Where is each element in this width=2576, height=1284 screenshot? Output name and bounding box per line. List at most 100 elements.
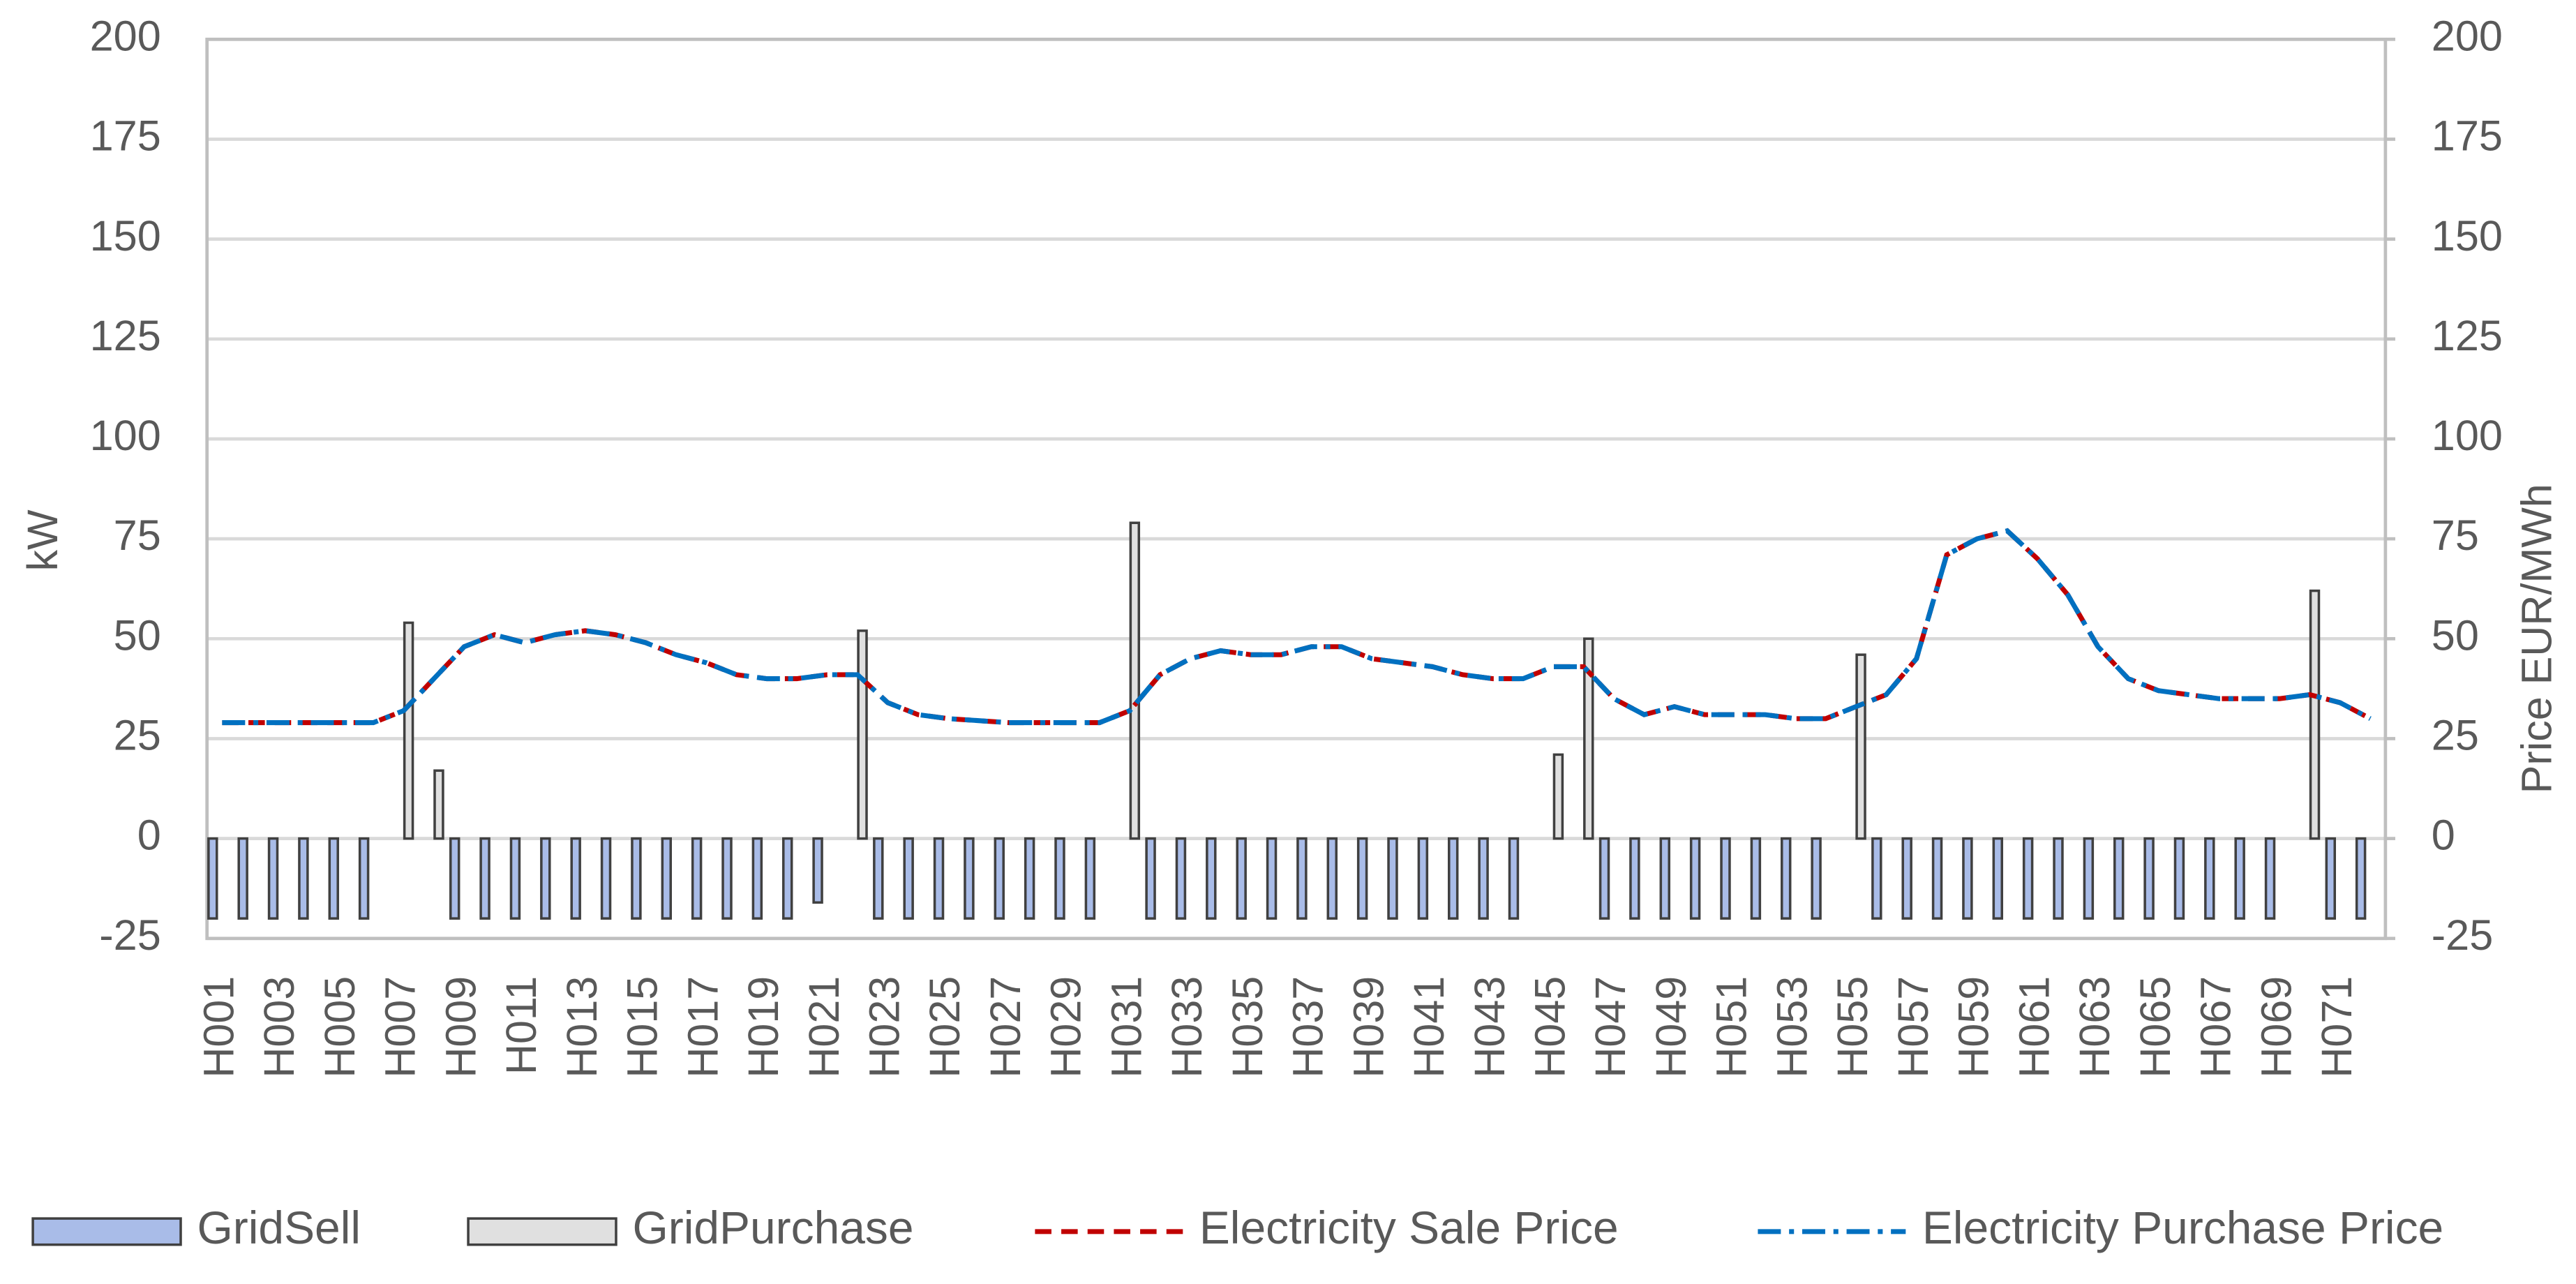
y2-tick-label: 50 [2432,612,2479,659]
bar [1689,837,1701,920]
bar [1326,837,1338,920]
x-tick-label: H021 [800,976,848,1078]
bar [570,837,581,920]
bar [1811,837,1822,920]
line-series [222,528,2372,726]
bar [237,837,248,920]
bar [1356,837,1368,920]
plot-border [205,37,2388,941]
bar [1236,837,1247,920]
bar [781,837,793,920]
bar [1129,521,1141,840]
bar [1145,837,1156,920]
bar [207,837,218,920]
bar [433,769,444,840]
bar [2264,837,2276,920]
x-tick-label: H041 [1405,976,1453,1078]
bar [1552,753,1564,840]
bar [1962,837,1973,920]
x-tick-label: H029 [1042,976,1090,1078]
y-tick-label: 100 [90,412,161,459]
y2-tick-label: -25 [2432,911,2493,959]
x-tick-label: H051 [1708,976,1755,1078]
y-axis-title: kW [19,509,66,571]
bar [1447,837,1459,920]
x-tick-label: H057 [1889,976,1937,1078]
x-tick-label: H003 [255,976,303,1078]
x-tick-label: H063 [2071,976,2118,1078]
bar [631,837,642,920]
bar [403,621,414,840]
bar [812,837,823,904]
x-tick-label: H013 [558,976,606,1078]
x-tick-label: H039 [1345,976,1392,1078]
x-tick-label: H071 [2313,976,2360,1078]
bar [751,837,763,920]
x-tick-label: H009 [437,976,484,1078]
bar [2204,837,2215,920]
legend-label: Electricity Purchase Price [1922,1202,2443,1253]
x-tick-label: H001 [195,976,242,1078]
x-tick-label: H007 [377,976,424,1078]
legend-label: GridPurchase [633,1202,914,1253]
y2-tick-label: 0 [2432,812,2455,859]
y2-axis-title: Price EUR/MWh [2513,484,2560,793]
x-tick-label: H059 [1950,976,1998,1078]
bar [1175,837,1187,920]
bar [903,837,914,920]
y2-tick-label: 25 [2432,712,2479,759]
y-tick-label: 75 [114,512,161,559]
bar [994,837,1005,920]
x-tick-label: H067 [2192,976,2239,1078]
legend-label: GridSell [197,1202,361,1253]
bar [2143,837,2155,920]
x-tick-label: H027 [982,976,1029,1078]
y-tick-label: 50 [114,612,161,659]
bar [933,837,945,920]
y2-tick-label: 200 [2432,13,2503,60]
bar [661,837,672,920]
x-tick-label: H033 [1163,976,1211,1078]
line-series [222,528,2372,726]
x-tick-label: H011 [497,976,545,1075]
x-tick-label: H035 [1224,976,1271,1078]
x-tick-label: H019 [740,976,787,1078]
x-tick-label: H005 [316,976,364,1078]
bar [2113,837,2125,920]
bar [2173,837,2185,920]
x-tick-label: H045 [1526,976,1573,1078]
bar [1206,837,1217,920]
bar [1084,837,1096,920]
x-tick-label: H069 [2252,976,2300,1078]
x-tick-label: H037 [1285,976,1332,1078]
y2-tick-label: 125 [2432,312,2503,359]
bar [1659,837,1670,920]
bar [1296,837,1308,920]
bar [1750,837,1762,920]
bar [479,837,491,920]
y2-tick-label: 100 [2432,412,2503,459]
bar [449,837,460,920]
bar [1720,837,1731,920]
bar [1871,837,1882,920]
bar [298,837,309,920]
y-tick-label: 200 [90,13,161,60]
bar [873,837,884,920]
y-tick-label: 150 [90,212,161,260]
bar [267,837,279,920]
bar [509,837,521,920]
x-tick-label: H031 [1102,976,1150,1078]
y-tick-label: 175 [90,112,161,160]
bar [1931,837,1943,920]
x-tick-label: H025 [921,976,968,1078]
bar [1629,837,1640,920]
bar [1387,837,1398,920]
bar [2234,837,2245,920]
legend-swatch [467,1217,617,1246]
bar [721,837,733,920]
y-tick-label: -25 [99,911,160,959]
x-tick-label: H017 [679,976,726,1078]
x-tick-label: H015 [619,976,666,1078]
bar [540,837,551,920]
